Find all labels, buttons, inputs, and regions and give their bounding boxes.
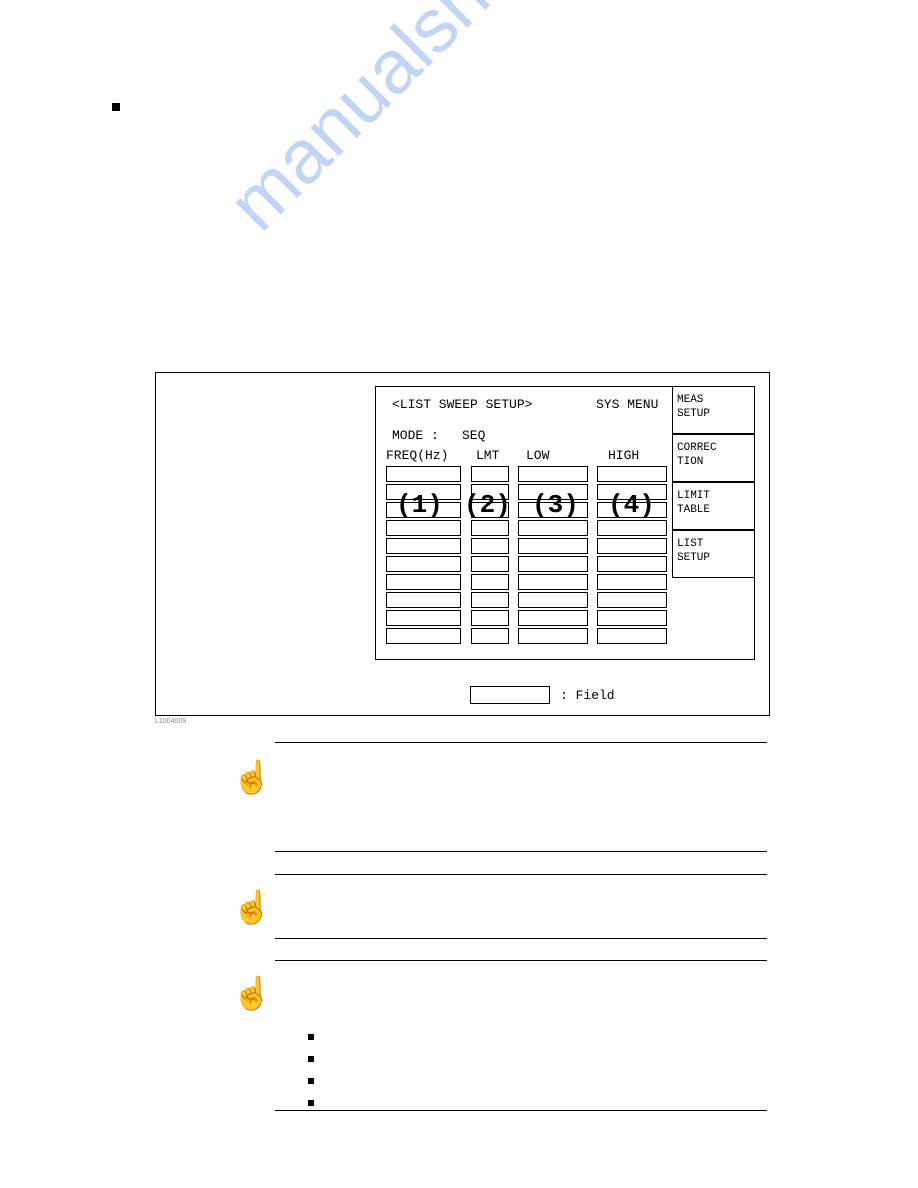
col-num-3: (3) (532, 490, 579, 520)
table-cell[interactable] (518, 592, 588, 608)
table-cell[interactable] (597, 574, 667, 590)
hr-1 (275, 742, 767, 743)
table-cell[interactable] (386, 520, 461, 536)
softkey-limit-table[interactable]: LIMIT TABLE (672, 482, 755, 530)
col-header-lmt: LMT (476, 448, 499, 463)
table-cell[interactable] (518, 556, 588, 572)
table-cell[interactable] (471, 574, 509, 590)
figure-id-label: L1004009 (155, 718, 186, 725)
top-bullet (112, 103, 120, 111)
pointer-icon-2: ☝ (232, 888, 272, 926)
table-cell[interactable] (597, 538, 667, 554)
hr-5 (275, 960, 767, 961)
small-bullet-2 (308, 1056, 314, 1062)
softkey-limit-table-label: LIMIT TABLE (673, 483, 755, 524)
hr-3 (275, 874, 767, 875)
table-cell[interactable] (597, 628, 667, 644)
table-cell[interactable] (518, 628, 588, 644)
table-cell[interactable] (471, 592, 509, 608)
mode-value: SEQ (462, 428, 485, 443)
table-cell[interactable] (518, 610, 588, 626)
table-cell[interactable] (597, 556, 667, 572)
table-cell[interactable] (386, 556, 461, 572)
small-bullet-1 (308, 1034, 314, 1040)
small-bullet-4 (308, 1100, 314, 1106)
col-num-2: (2) (464, 490, 511, 520)
pointer-icon-1: ☝ (232, 758, 272, 796)
table-cell[interactable] (471, 556, 509, 572)
table-cell[interactable] (597, 592, 667, 608)
table-cell[interactable] (471, 520, 509, 536)
softkey-correction[interactable]: CORREC TION (672, 434, 755, 482)
table-cell[interactable] (386, 592, 461, 608)
table-cell[interactable] (518, 520, 588, 536)
col-header-low: LOW (526, 448, 549, 463)
hr-6 (275, 1110, 767, 1111)
softkey-correction-label: CORREC TION (673, 435, 755, 476)
table-cell[interactable] (471, 628, 509, 644)
small-bullet-3 (308, 1078, 314, 1084)
table-cell[interactable] (386, 538, 461, 554)
mode-label: MODE : (392, 428, 439, 443)
table-cell[interactable] (386, 574, 461, 590)
field-legend-label: : Field (560, 688, 615, 703)
col-num-4: (4) (608, 490, 655, 520)
hr-4 (275, 938, 767, 939)
softkey-meas-setup-label: MEAS SETUP (673, 387, 755, 428)
table-cell[interactable] (386, 628, 461, 644)
sys-menu-label: SYS MENU (596, 397, 658, 412)
table-cell[interactable] (597, 520, 667, 536)
table-cell[interactable] (597, 466, 667, 482)
table-cell[interactable] (386, 466, 461, 482)
softkey-meas-setup[interactable]: MEAS SETUP (672, 386, 755, 434)
table-cell[interactable] (471, 538, 509, 554)
hr-2 (275, 851, 767, 852)
table-cell[interactable] (518, 466, 588, 482)
col-header-freq: FREQ(Hz) (386, 448, 448, 463)
pointer-icon-3: ☝ (232, 974, 272, 1012)
col-num-1: (1) (396, 490, 443, 520)
field-legend-box (470, 686, 550, 704)
col-header-high: HIGH (608, 448, 639, 463)
watermark-text: manualshiver.com (212, 0, 707, 247)
table-cell[interactable] (471, 610, 509, 626)
table-cell[interactable] (518, 538, 588, 554)
table-cell[interactable] (386, 610, 461, 626)
table-cell[interactable] (518, 574, 588, 590)
softkey-list-setup[interactable]: LIST SETUP (672, 530, 755, 578)
table-cell[interactable] (597, 610, 667, 626)
screen-title: <LIST SWEEP SETUP> (392, 397, 532, 412)
softkey-list-setup-label: LIST SETUP (673, 531, 755, 572)
table-cell[interactable] (471, 466, 509, 482)
